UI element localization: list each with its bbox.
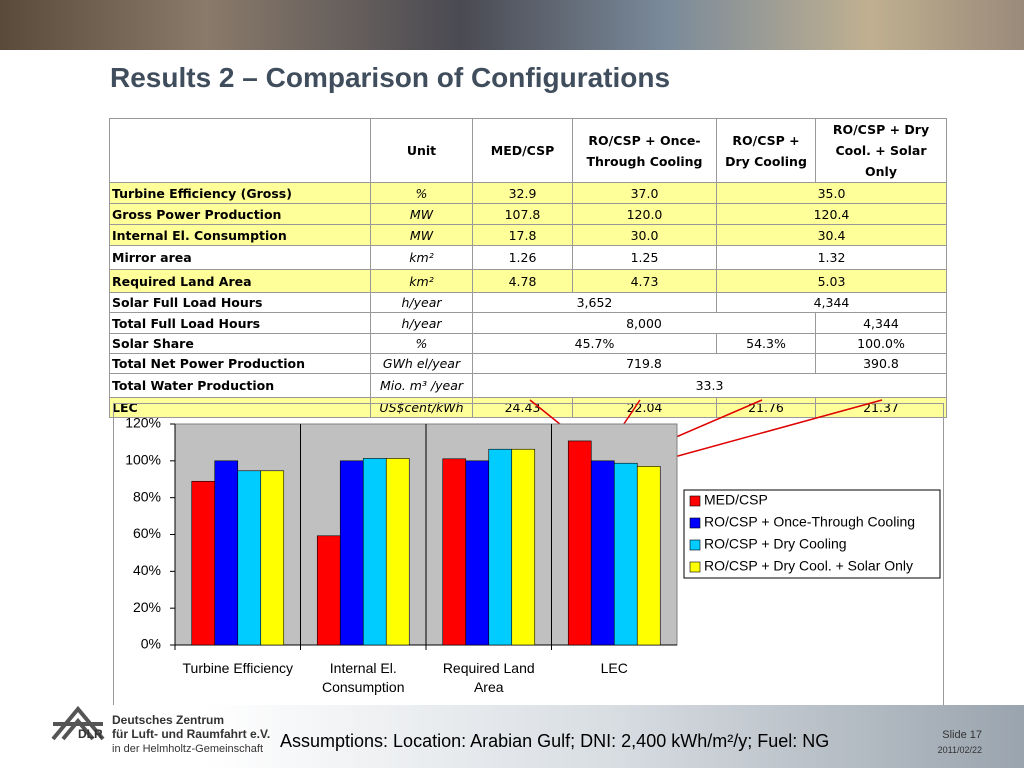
legend-swatch <box>689 495 701 507</box>
value-cell: 17.8 <box>472 224 573 246</box>
row-unit: MW <box>370 203 473 225</box>
bar <box>260 470 285 646</box>
slide-title: Results 2 – Comparison of Configurations <box>110 62 671 93</box>
results-table: Unit MED/CSP RO/CSP + Once-Through Cooling… <box>109 118 947 418</box>
table-row: Total Full Load Hours h/year 8,000 4,344 <box>109 312 947 334</box>
x-tick-label: Internal El. Consumption <box>322 660 405 695</box>
row-label: Internal El. Consumption <box>109 224 371 246</box>
y-tick-label: 40% <box>133 562 161 578</box>
table-row: Total Net Power Production GWh el/year 719… <box>109 353 947 374</box>
value-cell: 33.3 <box>472 373 947 398</box>
arrow <box>655 399 883 463</box>
bar <box>339 460 364 646</box>
bar <box>613 462 638 646</box>
y-tick-label: 80% <box>133 488 161 504</box>
legend-label: RO/CSP + Once-Through Cooling <box>704 514 915 530</box>
value-cell: 22.04 <box>572 397 717 418</box>
legend-swatch <box>689 539 701 551</box>
y-tick-label: 60% <box>133 525 161 541</box>
logo-text: für Luft- und Raumfahrt e.V. <box>112 727 271 741</box>
table-row: Turbine Efficiency (Gross)% 32.9 37.0 35.0 <box>109 182 947 204</box>
bar <box>567 440 592 646</box>
bar <box>442 458 467 646</box>
table-row: Gross Power Production MW 107.8 120.0 120.4 <box>109 203 947 225</box>
value-cell: 1.25 <box>572 245 717 270</box>
y-tick-label: 120% <box>125 415 161 431</box>
legend-label: MED/CSP <box>704 492 768 508</box>
row-unit: % <box>370 182 473 204</box>
value-cell: 30.0 <box>572 224 717 246</box>
y-tick-label: 100% <box>125 452 161 468</box>
column-header: RO/CSP + Dry Cool. + Solar Only <box>815 118 947 183</box>
bar <box>590 460 615 646</box>
column-header: MED/CSP <box>472 118 573 183</box>
legend-swatch <box>689 517 701 529</box>
footer: DLR Deutsches Zentrum für Luft- und Raum… <box>0 705 1024 768</box>
row-label: Required Land Area <box>109 269 371 293</box>
row-unit: km² <box>370 269 473 293</box>
row-unit: Mio. m³ /year <box>370 373 473 398</box>
value-cell: 5.03 <box>716 269 947 293</box>
bar <box>385 458 410 646</box>
legend-label: RO/CSP + Dry Cool. + Solar Only <box>704 558 913 574</box>
x-tick-label: Required Land Area <box>442 660 535 695</box>
value-cell: 107.8 <box>472 203 573 225</box>
value-cell: 35.0 <box>716 182 947 204</box>
slide-number: Slide 17 <box>942 729 982 741</box>
value-cell: 4.73 <box>572 269 717 293</box>
bar <box>362 458 387 646</box>
table-row: Solar Full Load Hours h/year 3,652 4,344 <box>109 292 947 313</box>
legend-swatch <box>689 561 701 573</box>
value-cell: 120.0 <box>572 203 717 225</box>
bar <box>214 460 239 646</box>
bar <box>237 470 262 646</box>
slide-date: 2011/02/22 <box>937 745 982 755</box>
value-cell: 120.4 <box>716 203 947 225</box>
bar <box>511 448 536 646</box>
value-cell: 1.26 <box>472 245 573 270</box>
banner-image <box>0 0 1024 50</box>
header-cell-empty <box>109 118 371 183</box>
value-cell: 37.0 <box>572 182 717 204</box>
x-tick-label: LEC <box>600 660 628 676</box>
table-row: Internal El. Consumption MW 17.8 30.0 30.4 <box>109 224 947 246</box>
value-cell: 4,344 <box>815 312 947 334</box>
assumptions-note: Assumptions: Location: Arabian Gulf; DNI… <box>280 731 830 751</box>
bar <box>636 466 661 646</box>
bar <box>191 480 216 646</box>
bar <box>316 535 341 646</box>
x-tick-label: Turbine Efficiency <box>182 660 294 676</box>
y-tick-label: 20% <box>133 599 161 615</box>
value-cell: 4.78 <box>472 269 573 293</box>
legend-label: RO/CSP + Dry Cooling <box>704 536 847 552</box>
table-row: Mirror area km² 1.26 1.25 1.32 <box>109 245 947 270</box>
bar <box>488 448 513 646</box>
table-row: Total Water Production Mio. m³ /year 33.3 <box>109 373 947 398</box>
bar <box>465 460 490 646</box>
logo-mark-text: DLR <box>78 727 103 741</box>
dlr-logo-mark <box>51 705 105 741</box>
header-row: Unit MED/CSP RO/CSP + Once-Through Cooling… <box>109 118 947 183</box>
row-label: Total Water Production <box>109 373 371 398</box>
row-unit: h/year <box>370 312 473 334</box>
row-unit: MW <box>370 224 473 246</box>
value-cell: 32.9 <box>472 182 573 204</box>
legend-box <box>683 489 941 579</box>
logo-text: in der Helmholtz-Gemeinschaft <box>112 743 264 755</box>
row-unit: US$cent/kWh <box>370 397 473 418</box>
value-cell: 30.4 <box>716 224 947 246</box>
y-tick-label: 0% <box>141 636 161 652</box>
row-label: Mirror area <box>109 245 371 270</box>
row-label: Gross Power Production <box>109 203 371 225</box>
value-cell: 21.37 <box>815 397 947 418</box>
logo-text: Deutsches Zentrum <box>112 713 225 727</box>
table-row: Required Land Area km² 4.78 4.73 5.03 <box>109 269 947 293</box>
